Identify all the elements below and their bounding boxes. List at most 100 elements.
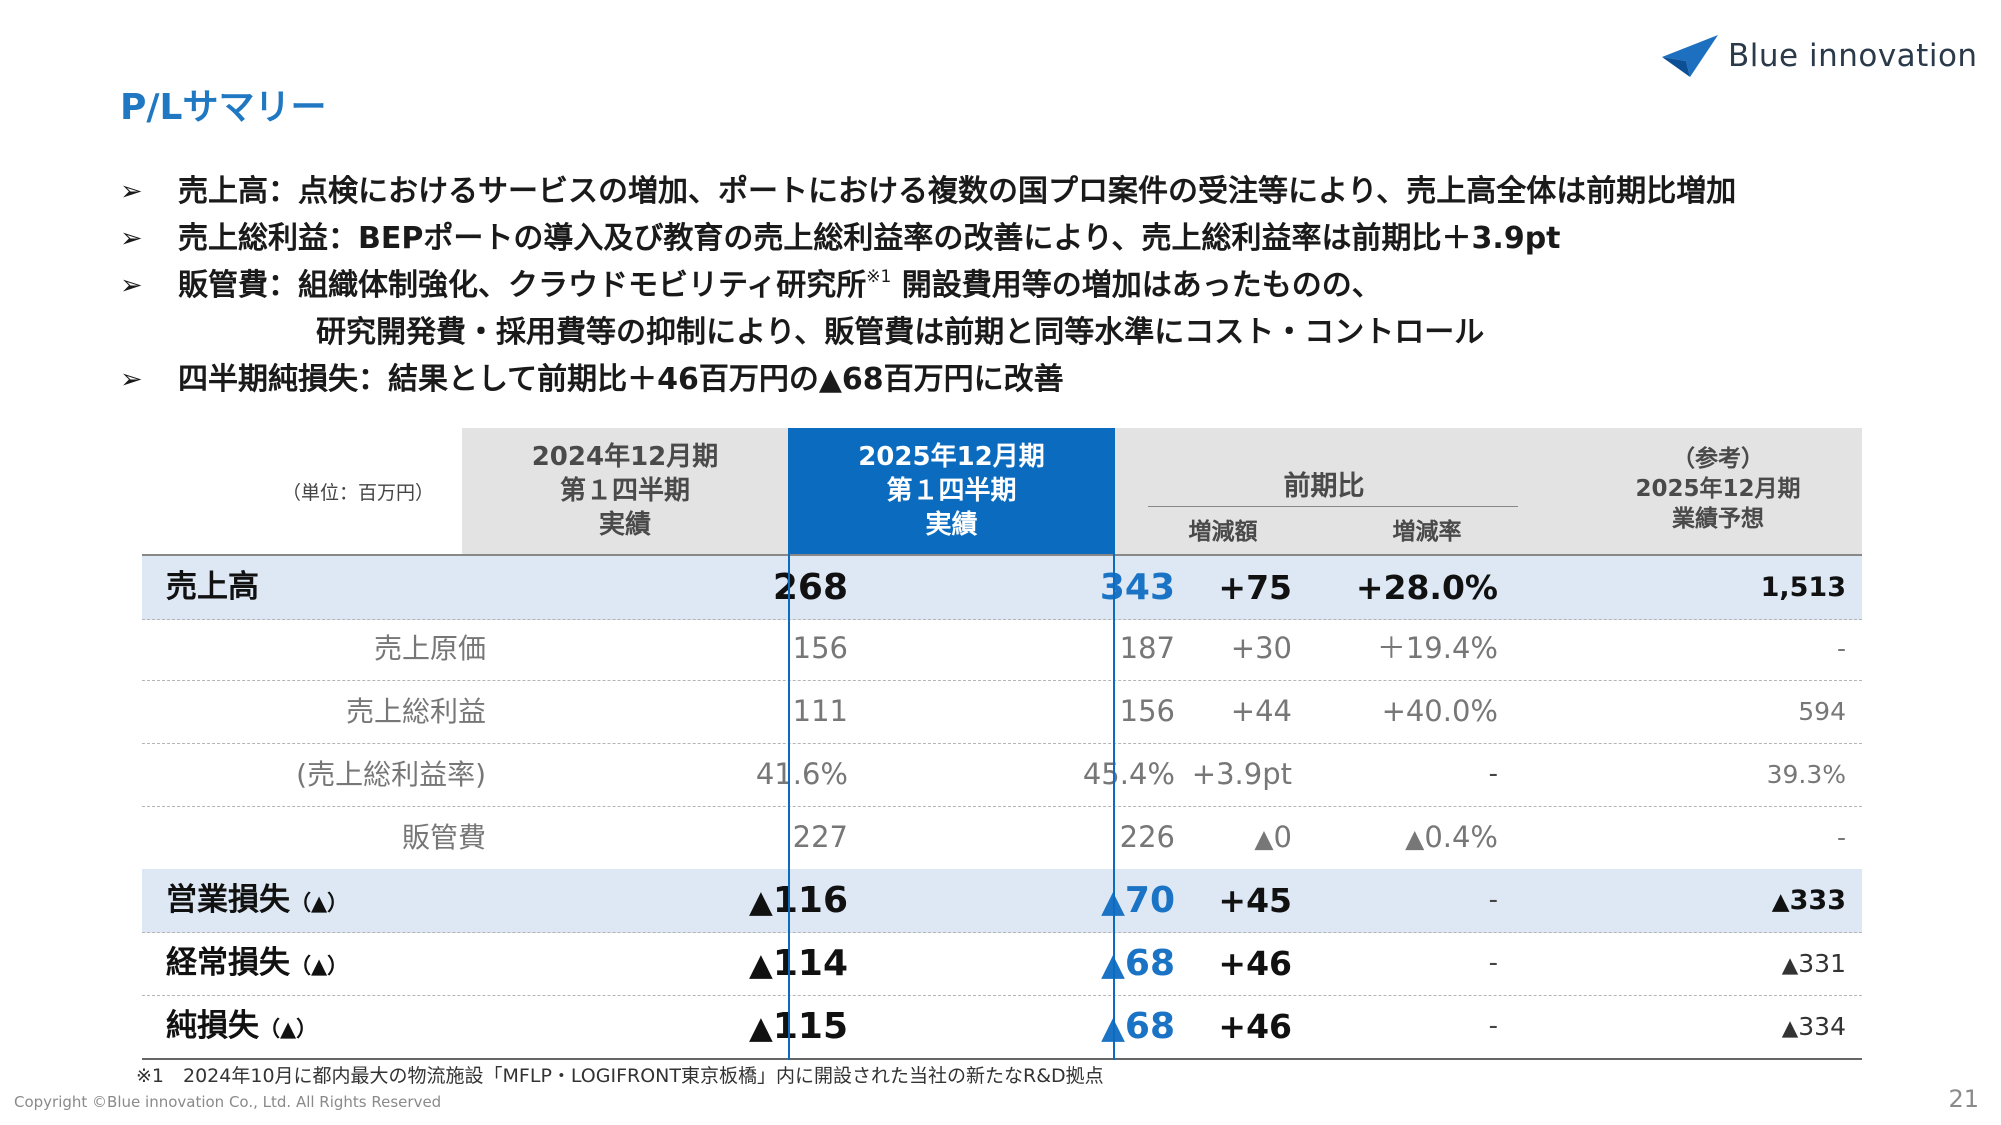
header-2025-q1: 2025年12月期 第１四半期 実績 bbox=[788, 428, 1115, 554]
value-forecast: 1,513 bbox=[1760, 572, 1846, 603]
value-2024: ▲116 bbox=[749, 869, 848, 932]
value-text: 70 bbox=[1124, 880, 1175, 921]
page-title: P/Lサマリー bbox=[120, 87, 327, 128]
value-2024: 111 bbox=[792, 694, 848, 728]
triangle-icon: ▲ bbox=[1405, 824, 1425, 853]
bullet-text-part: 開設費用等の増加はあったものの、 bbox=[891, 268, 1382, 303]
value-2024: ▲114 bbox=[749, 932, 848, 995]
header-diff: 増減額 bbox=[1188, 519, 1258, 545]
value-forecast: ▲333 bbox=[1772, 869, 1846, 932]
bullet-text-part: 販管費：組織体制強化、クラウドモビリティ研究所 bbox=[178, 268, 867, 303]
bullet-marker: ➢ bbox=[120, 364, 143, 395]
value-2024: 156 bbox=[792, 631, 848, 665]
value-text: 334 bbox=[1798, 1012, 1846, 1041]
value-text: 0.4% bbox=[1424, 820, 1498, 854]
value-text: 68 bbox=[1124, 943, 1175, 984]
logo-text: Blue innovation bbox=[1728, 38, 1978, 74]
yoy-divider bbox=[1148, 506, 1518, 507]
value-diff: +46 bbox=[1218, 944, 1292, 983]
value-text: 68 bbox=[1124, 1006, 1175, 1047]
footnote: ※1 2024年10月に都内最大の物流施設「MFLP・LOGIFRONT東京板橋… bbox=[136, 1065, 1104, 1087]
value-2024: 268 bbox=[772, 567, 848, 608]
value-diff: +3.9pt bbox=[1191, 757, 1292, 791]
value-diff: +75 bbox=[1218, 568, 1292, 607]
row-label-text: 経常損失 bbox=[166, 945, 290, 981]
page-number: 21 bbox=[1948, 1085, 1979, 1113]
row-label: 販管費 bbox=[401, 821, 486, 854]
copyright: Copyright ©Blue innovation Co., Ltd. All… bbox=[14, 1093, 442, 1111]
header-line: 2025年12月期 bbox=[858, 442, 1045, 472]
value-diff: +30 bbox=[1230, 631, 1292, 665]
bullet-text: 売上高：点検におけるサービスの増加、ポートにおける複数の国プロ案件の受注等により… bbox=[178, 174, 1737, 209]
logo-wing-icon bbox=[1662, 35, 1718, 77]
table-row-cost-of-sales: 売上原価 156 187 +30 ＋19.4% - bbox=[142, 617, 1862, 681]
row-label-text: 営業損失 bbox=[166, 882, 290, 918]
triangle-icon: ▲ bbox=[749, 884, 773, 920]
table-row-operating-loss: 営業損失（▲） ▲116 ▲70 +45 - ▲333 bbox=[142, 869, 1862, 933]
summary-bullets: ➢ 売上高：点検におけるサービスの増加、ポートにおける複数の国プロ案件の受注等に… bbox=[120, 168, 1980, 403]
value-forecast: ▲331 bbox=[1782, 932, 1846, 995]
triangle-icon: ▲ bbox=[1781, 1016, 1799, 1041]
value-2025: ▲68 bbox=[1101, 932, 1175, 995]
bullet-sga-continuation: 研究開発費・採用費等の抑制により、販管費は前期と同等水準にコスト・コントロール bbox=[316, 315, 1485, 350]
header-line: 第１四半期 bbox=[886, 476, 1017, 506]
value-text: 331 bbox=[1798, 949, 1846, 978]
table-row-gross-margin: (売上総利益率) 41.6% 45.4% +3.9pt - 39.3% bbox=[142, 743, 1862, 807]
bullet-marker: ➢ bbox=[120, 270, 143, 301]
bullet-gross-profit: ➢ 売上総利益：BEPポートの導入及び教育の売上総利益率の改善により、売上総利益… bbox=[120, 215, 1980, 262]
row-label-suffix: （▲） bbox=[290, 891, 349, 915]
triangle-icon: ▲ bbox=[1101, 884, 1125, 920]
header-line: 実績 bbox=[925, 510, 978, 540]
value-2025: 226 bbox=[1119, 820, 1175, 854]
row-label-text: 純損失 bbox=[166, 1008, 259, 1044]
value-rate: +28.0% bbox=[1355, 568, 1498, 607]
bullet-text: 売上総利益：BEPポートの導入及び教育の売上総利益率の改善により、売上総利益率は… bbox=[178, 221, 1561, 256]
table-row-ordinary-loss: 経常損失（▲） ▲114 ▲68 +46 - ▲331 bbox=[142, 932, 1862, 996]
value-diff: +46 bbox=[1218, 1007, 1292, 1046]
value-forecast: - bbox=[1836, 823, 1846, 852]
bullet-sga: ➢ 販管費：組織体制強化、クラウドモビリティ研究所※1 開設費用等の増加はあった… bbox=[120, 262, 1980, 309]
footnote-ref: ※1 bbox=[866, 267, 892, 287]
header-line: 2025年12月期 bbox=[1635, 476, 1801, 502]
bullet-marker: ➢ bbox=[120, 176, 143, 207]
value-2024: 41.6% bbox=[755, 757, 848, 791]
value-forecast: - bbox=[1836, 634, 1846, 663]
table-row-net-loss: 純損失（▲） ▲115 ▲68 +46 - ▲334 bbox=[142, 995, 1862, 1060]
value-2025: 187 bbox=[1119, 631, 1175, 665]
table-row-sales: 売上高 268 343 +75 +28.0% 1,513 bbox=[142, 554, 1862, 620]
value-rate: - bbox=[1488, 759, 1498, 789]
value-2025: 156 bbox=[1119, 694, 1175, 728]
header-forecast: （参考） 2025年12月期 業績予想 bbox=[1608, 444, 1828, 534]
row-label: 売上総利益 bbox=[345, 695, 486, 728]
company-logo: Blue innovation bbox=[1662, 32, 1978, 80]
value-rate: ▲0.4% bbox=[1405, 806, 1498, 869]
triangle-icon: ▲ bbox=[1771, 888, 1790, 915]
value-diff: +44 bbox=[1230, 694, 1292, 728]
header-line: （参考） bbox=[1672, 446, 1764, 472]
triangle-icon: ▲ bbox=[1781, 953, 1799, 978]
value-forecast: 39.3% bbox=[1766, 760, 1846, 789]
bullet-marker: ➢ bbox=[120, 223, 143, 254]
value-forecast: ▲334 bbox=[1782, 995, 1846, 1058]
header-2024-q1: 2024年12月期 第１四半期 実績 bbox=[462, 428, 788, 554]
value-rate: - bbox=[1488, 948, 1498, 978]
header-line: 2024年12月期 bbox=[531, 442, 719, 472]
bullet-text: 販管費：組織体制強化、クラウドモビリティ研究所※1 開設費用等の増加はあったもの… bbox=[178, 262, 1382, 309]
value-2025: 45.4% bbox=[1082, 757, 1175, 791]
header-line: 第１四半期 bbox=[559, 476, 690, 506]
bullet-net-loss: ➢ 四半期純損失：結果として前期比＋46百万円の▲68百万円に改善 bbox=[120, 356, 1980, 403]
row-label: (売上総利益率) bbox=[296, 758, 486, 791]
header-gray-right bbox=[1115, 428, 1862, 554]
header-line: 業績予想 bbox=[1672, 506, 1764, 532]
row-label: 売上高 bbox=[166, 569, 259, 605]
row-label: 営業損失（▲） bbox=[166, 869, 348, 932]
triangle-icon: ▲ bbox=[749, 1010, 773, 1046]
value-2025: ▲70 bbox=[1101, 869, 1175, 932]
value-diff: +45 bbox=[1218, 881, 1292, 920]
header-yoy: 前期比 bbox=[1283, 471, 1365, 502]
value-2025: 343 bbox=[1099, 567, 1175, 608]
triangle-icon: ▲ bbox=[1254, 824, 1274, 853]
triangle-icon: ▲ bbox=[1101, 947, 1125, 983]
value-2024: ▲115 bbox=[749, 995, 848, 1058]
value-text: 333 bbox=[1789, 885, 1846, 916]
